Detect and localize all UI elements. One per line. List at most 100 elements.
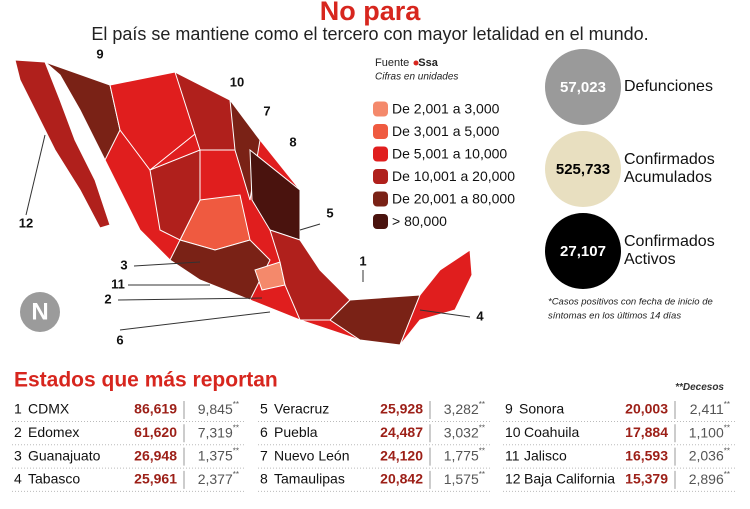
- deaths-marker: **: [724, 423, 730, 432]
- stat-label: Activos: [624, 251, 676, 268]
- map-label: 7: [263, 103, 270, 118]
- deaths-value: 3,282: [444, 401, 479, 417]
- stat-value: 27,107: [560, 243, 606, 260]
- rank: 3: [14, 447, 22, 463]
- deaths-note: **Decesos: [675, 382, 724, 393]
- state: Nuevo León: [274, 447, 350, 463]
- legend-swatch: [373, 214, 388, 229]
- state: Tamaulipas: [274, 471, 345, 487]
- map-label: 4: [476, 308, 484, 323]
- legend-swatch: [373, 191, 388, 207]
- legend-note: Cifras en unidades: [375, 72, 458, 83]
- legend-label: De 20,001 a 80,000: [392, 191, 515, 207]
- deaths: 2,896**: [689, 470, 730, 487]
- map-label: 1: [359, 253, 366, 268]
- leader: [117, 297, 263, 301]
- deaths-value: 2,036: [689, 447, 724, 463]
- state: Sonora: [519, 401, 564, 417]
- cases: 86,619: [134, 401, 177, 417]
- deaths: 2,411**: [690, 400, 730, 417]
- cases: 16,593: [625, 447, 668, 463]
- legend-label: De 5,001 a 10,000: [392, 146, 507, 162]
- stat-circle: [545, 213, 621, 289]
- legend-label: De 2,001 a 3,000: [392, 101, 500, 117]
- deaths-marker: **: [233, 470, 239, 479]
- deaths-marker: **: [479, 447, 485, 456]
- stat-label: Acumulados: [624, 169, 712, 186]
- legend-label: De 10,001 a 20,000: [392, 168, 515, 184]
- stats-note: *Casos positivos con fecha de inicio de: [548, 297, 713, 308]
- map-label: 8: [289, 134, 296, 149]
- cases: 17,884: [625, 424, 668, 440]
- map-label: 12: [19, 215, 33, 230]
- rank: 5: [260, 401, 268, 417]
- cases: 15,379: [625, 471, 668, 487]
- logo: N: [31, 298, 48, 325]
- rank: 2: [14, 424, 22, 440]
- rank: 6: [260, 424, 268, 440]
- state: Veracruz: [274, 401, 329, 417]
- source: Fuente Ssa: [375, 57, 439, 69]
- state: Edomex: [28, 424, 79, 440]
- state: Puebla: [274, 424, 318, 440]
- cases: 24,120: [380, 447, 423, 463]
- deaths-marker: **: [479, 400, 485, 409]
- rank: 1: [14, 401, 22, 417]
- map-label: 10: [230, 74, 244, 89]
- region: [109, 71, 201, 171]
- rank: 7: [260, 447, 268, 463]
- state: CDMX: [28, 401, 70, 417]
- deaths: 7,319**: [198, 423, 239, 440]
- deaths: 1,575**: [444, 470, 485, 487]
- deaths: 1,775**: [444, 447, 485, 464]
- rank: 9: [505, 401, 513, 417]
- stat-label: Defunciones: [624, 78, 713, 95]
- map-label: 5: [326, 205, 333, 220]
- deaths-marker: **: [479, 423, 485, 432]
- legend-label: De 3,001 a 5,000: [392, 123, 500, 139]
- state: Baja California: [524, 471, 615, 487]
- deaths-note-text: Decesos: [683, 382, 725, 393]
- stats: 57,023 Defunciones525,733ConfirmadosAcumu…: [545, 49, 715, 289]
- cases: 24,487: [380, 424, 423, 440]
- leader: [299, 223, 321, 231]
- stat-circle: [545, 49, 621, 125]
- source-dot: [413, 60, 419, 66]
- legend-swatch: [373, 101, 388, 117]
- leader: [419, 309, 471, 318]
- legend-swatch: [373, 124, 388, 139]
- deaths-marker: **: [233, 423, 239, 432]
- deaths: 1,375**: [198, 447, 239, 464]
- state: Coahuila: [524, 424, 579, 440]
- table-title: Estados que más reportan: [14, 369, 278, 392]
- rank: 12: [505, 471, 521, 487]
- deaths-value: 1,775: [444, 447, 479, 463]
- deaths-marker: **: [233, 447, 239, 456]
- rank: 8: [260, 471, 268, 487]
- map-label: 11: [111, 276, 125, 291]
- source-name: Ssa: [418, 57, 438, 69]
- cases: 20,003: [625, 401, 668, 417]
- map-label: 9: [96, 46, 103, 61]
- legend-swatch: [373, 169, 388, 184]
- region: [399, 249, 473, 346]
- state: Jalisco: [524, 447, 567, 463]
- region: [149, 149, 201, 241]
- leader: [119, 311, 271, 331]
- deaths-marker: **: [233, 400, 239, 409]
- leader: [25, 134, 46, 216]
- deaths-value: 2,896: [689, 471, 724, 487]
- deaths-marker: **: [479, 470, 485, 479]
- stat-label: Confirmados: [624, 233, 715, 250]
- stat-value: 57,023: [560, 79, 606, 96]
- deaths: 3,282**: [444, 400, 485, 417]
- deaths-value: 2,411: [690, 401, 724, 417]
- state: Guanajuato: [28, 447, 101, 463]
- deaths-marker: **: [675, 382, 684, 393]
- rank: 10: [505, 424, 521, 440]
- stat-label: Confirmados: [624, 151, 715, 168]
- table: 1 CDMX 86,619 9,845**2 Edomex 61,620 7,319**3 G…: [12, 400, 735, 492]
- logo-circle: [20, 292, 60, 332]
- deaths: 2,377**: [198, 470, 239, 487]
